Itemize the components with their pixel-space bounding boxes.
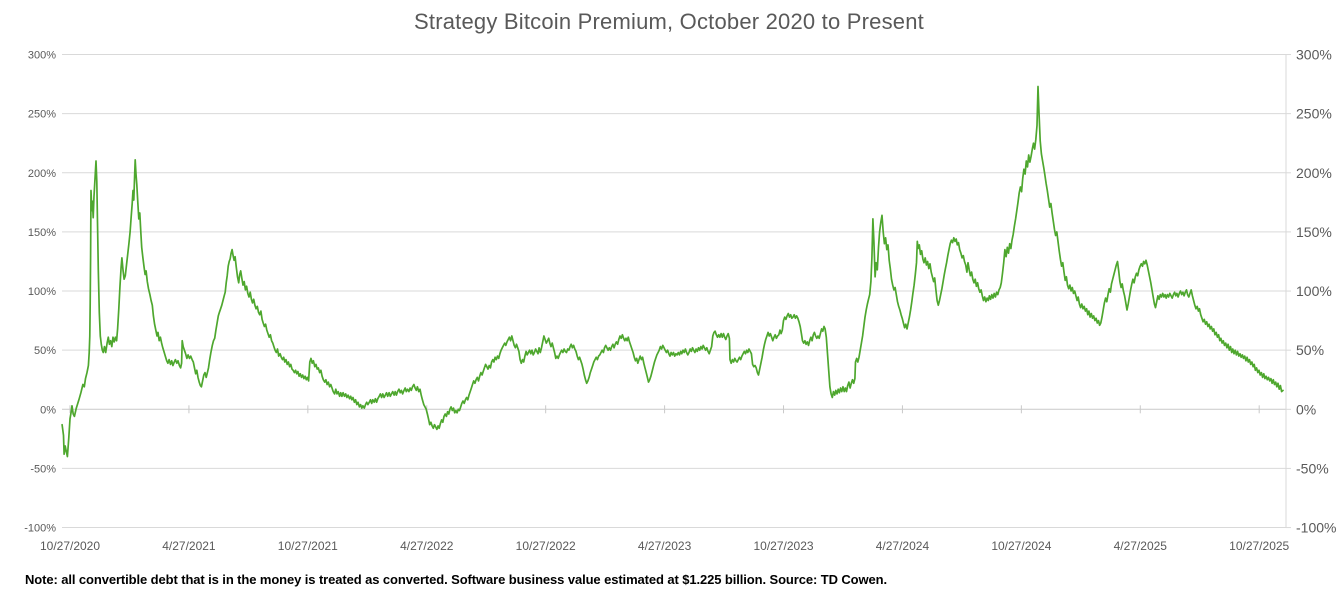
x-axis-label-10/27/2020: 10/27/2020 (40, 539, 100, 553)
x-axis-label-10/27/2024: 10/27/2024 (991, 539, 1051, 553)
y-axis-label-left--50: -50% (30, 463, 56, 475)
y-axis-label-left-100: 100% (28, 286, 56, 298)
y-axis-label-right-0: 0% (1296, 401, 1316, 417)
y-axis-label-left-150: 150% (28, 227, 56, 239)
y-axis-label-left-300: 300% (28, 50, 56, 62)
y-axis-label-left--100: -100% (24, 523, 56, 535)
premium-line-series (61, 85, 1284, 458)
x-axis-label-4/27/2022: 4/27/2022 (400, 539, 454, 553)
x-axis-label-4/27/2025: 4/27/2025 (1114, 539, 1168, 553)
x-axis-label-4/27/2024: 4/27/2024 (876, 539, 930, 553)
y-axis-label-right--100: -100% (1296, 520, 1336, 536)
x-axis-label-10/27/2025: 10/27/2025 (1229, 539, 1289, 553)
y-axis-label-left-200: 200% (28, 168, 56, 180)
y-axis-label-right-150: 150% (1296, 224, 1332, 240)
y-axis-label-right-250: 250% (1296, 106, 1332, 122)
x-axis-label-10/27/2021: 10/27/2021 (278, 539, 338, 553)
y-axis-label-right-50: 50% (1296, 342, 1324, 358)
y-axis-label-left-250: 250% (28, 109, 56, 121)
y-axis-label-right--50: -50% (1296, 460, 1329, 476)
y-axis-label-left-0: 0% (40, 404, 56, 416)
x-axis-label-4/27/2023: 4/27/2023 (638, 539, 692, 553)
chart-title: Strategy Bitcoin Premium, October 2020 t… (414, 9, 924, 34)
y-axis-label-right-300: 300% (1296, 47, 1332, 63)
x-axis-label-10/27/2023: 10/27/2023 (753, 539, 813, 553)
x-axis-label-10/27/2022: 10/27/2022 (516, 539, 576, 553)
y-axis-label-right-100: 100% (1296, 283, 1332, 299)
y-axis-label-left-50: 50% (34, 345, 56, 357)
source-note: Note: all convertible debt that is in th… (25, 572, 887, 587)
y-axis-label-right-200: 200% (1296, 165, 1332, 181)
x-axis-label-4/27/2021: 4/27/2021 (162, 539, 216, 553)
